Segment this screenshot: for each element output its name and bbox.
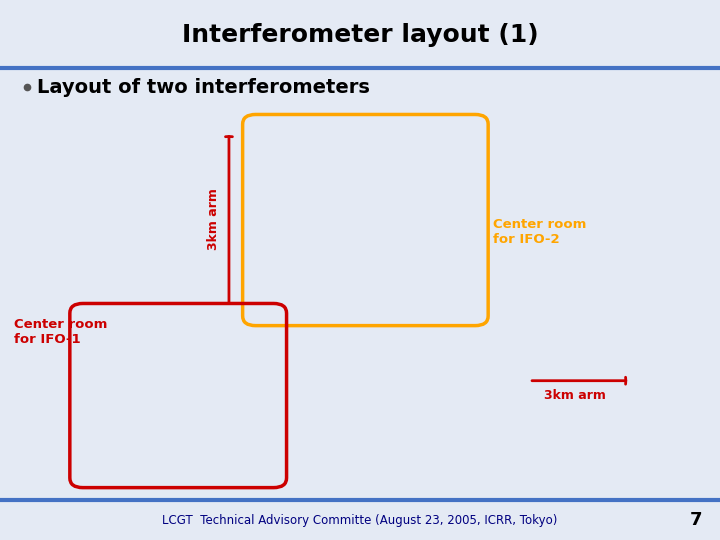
Text: 3km arm: 3km arm	[207, 188, 220, 249]
Text: Layout of two interferometers: Layout of two interferometers	[37, 78, 370, 97]
Text: Center room
for IFO-1: Center room for IFO-1	[14, 318, 108, 346]
Text: 7: 7	[690, 511, 702, 529]
Text: 3km arm: 3km arm	[544, 389, 606, 402]
Text: Interferometer layout (1): Interferometer layout (1)	[181, 23, 539, 46]
Text: Center room
for IFO-2: Center room for IFO-2	[493, 218, 587, 246]
Text: LCGT  Technical Advisory Committe (August 23, 2005, ICRR, Tokyo): LCGT Technical Advisory Committe (August…	[162, 514, 558, 526]
